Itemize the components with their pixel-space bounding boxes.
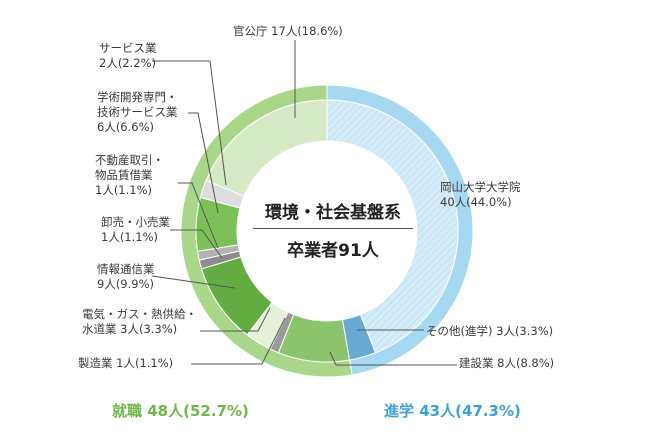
slice-label-line: 水道業 3人(3.3%): [82, 322, 178, 336]
leader-line-5: [151, 275, 236, 289]
slice-label-line: 技術サービス業: [97, 105, 178, 119]
slice-label-2: 建設業 8人(8.8%): [459, 356, 554, 371]
slice-label-line: 製造業 1人(1.1%): [78, 356, 174, 370]
slice-label-3: 製造業 1人(1.1%): [78, 356, 173, 371]
slice-10: [205, 99, 328, 197]
slice-0: [326, 99, 459, 354]
slice-label-line: 学術開発専門・: [97, 90, 178, 104]
group-label-further-study: 進学 43人(47.3%): [384, 402, 521, 420]
slice-label-8: 学術開発専門・ 技術サービス業 6人(6.6%): [97, 90, 178, 135]
leader-line-9: [152, 60, 227, 186]
slice-label-line: その他(進学) 3人(3.3%): [426, 324, 554, 338]
slice-label-line: 9人(9.9%): [97, 277, 155, 291]
slice-label-6: 卸売・小売業 1人(1.1%): [101, 215, 170, 245]
slice-label-line: 物品賃借業: [95, 168, 153, 182]
group-label-employment: 就職 48人(52.7%): [112, 402, 249, 420]
center-divider: [253, 228, 413, 229]
leader-line-6: [170, 229, 223, 259]
slice-label-line: 情報通信業: [97, 262, 155, 276]
slice-label-7: 不動産取引・ 物品賃借業 1人(1.1%): [95, 153, 164, 198]
slice-label-line: 1人(1.1%): [101, 230, 159, 244]
leader-line-2: [329, 351, 457, 366]
slice-label-line: 不動産取引・: [95, 153, 164, 167]
slice-label-line: サービス業: [99, 41, 157, 55]
chart-title: 環境・社会基盤系: [265, 203, 401, 223]
leader-line-4: [200, 307, 271, 332]
slice-label-5: 情報通信業 9人(9.9%): [97, 262, 155, 292]
chart-subtitle: 卒業者91人: [287, 241, 379, 261]
leader-line-3: [191, 317, 286, 365]
slice-label-line: 40人(44.0%): [440, 195, 512, 209]
slice-label-line: 卸売・小売業: [101, 215, 170, 229]
slice-label-10: 官公庁 17人(18.6%): [233, 24, 343, 39]
slice-label-1: その他(進学) 3人(3.3%): [426, 324, 553, 339]
slice-label-line: 岡山大学大学院: [440, 180, 521, 194]
leader-line-7: [178, 182, 219, 249]
slice-label-line: 電気・ガス・熱供給・: [82, 307, 197, 321]
slice-label-9: サービス業 2人(2.2%): [99, 41, 157, 71]
slice-label-0: 岡山大学大学院 40人(44.0%): [440, 180, 521, 210]
slice-label-line: 2人(2.2%): [99, 56, 157, 70]
leader-lines: [151, 40, 457, 366]
slice-label-line: 1人(1.1%): [95, 183, 153, 197]
slice-label-line: 官公庁 17人(18.6%): [233, 24, 343, 38]
category-ring: [195, 99, 459, 363]
slice-label-line: 建設業 8人(8.8%): [459, 356, 555, 370]
leader-line-8: [188, 112, 219, 214]
slice-label-line: 6人(6.6%): [97, 120, 155, 134]
slice-label-4: 電気・ガス・熱供給・ 水道業 3人(3.3%): [82, 307, 197, 337]
